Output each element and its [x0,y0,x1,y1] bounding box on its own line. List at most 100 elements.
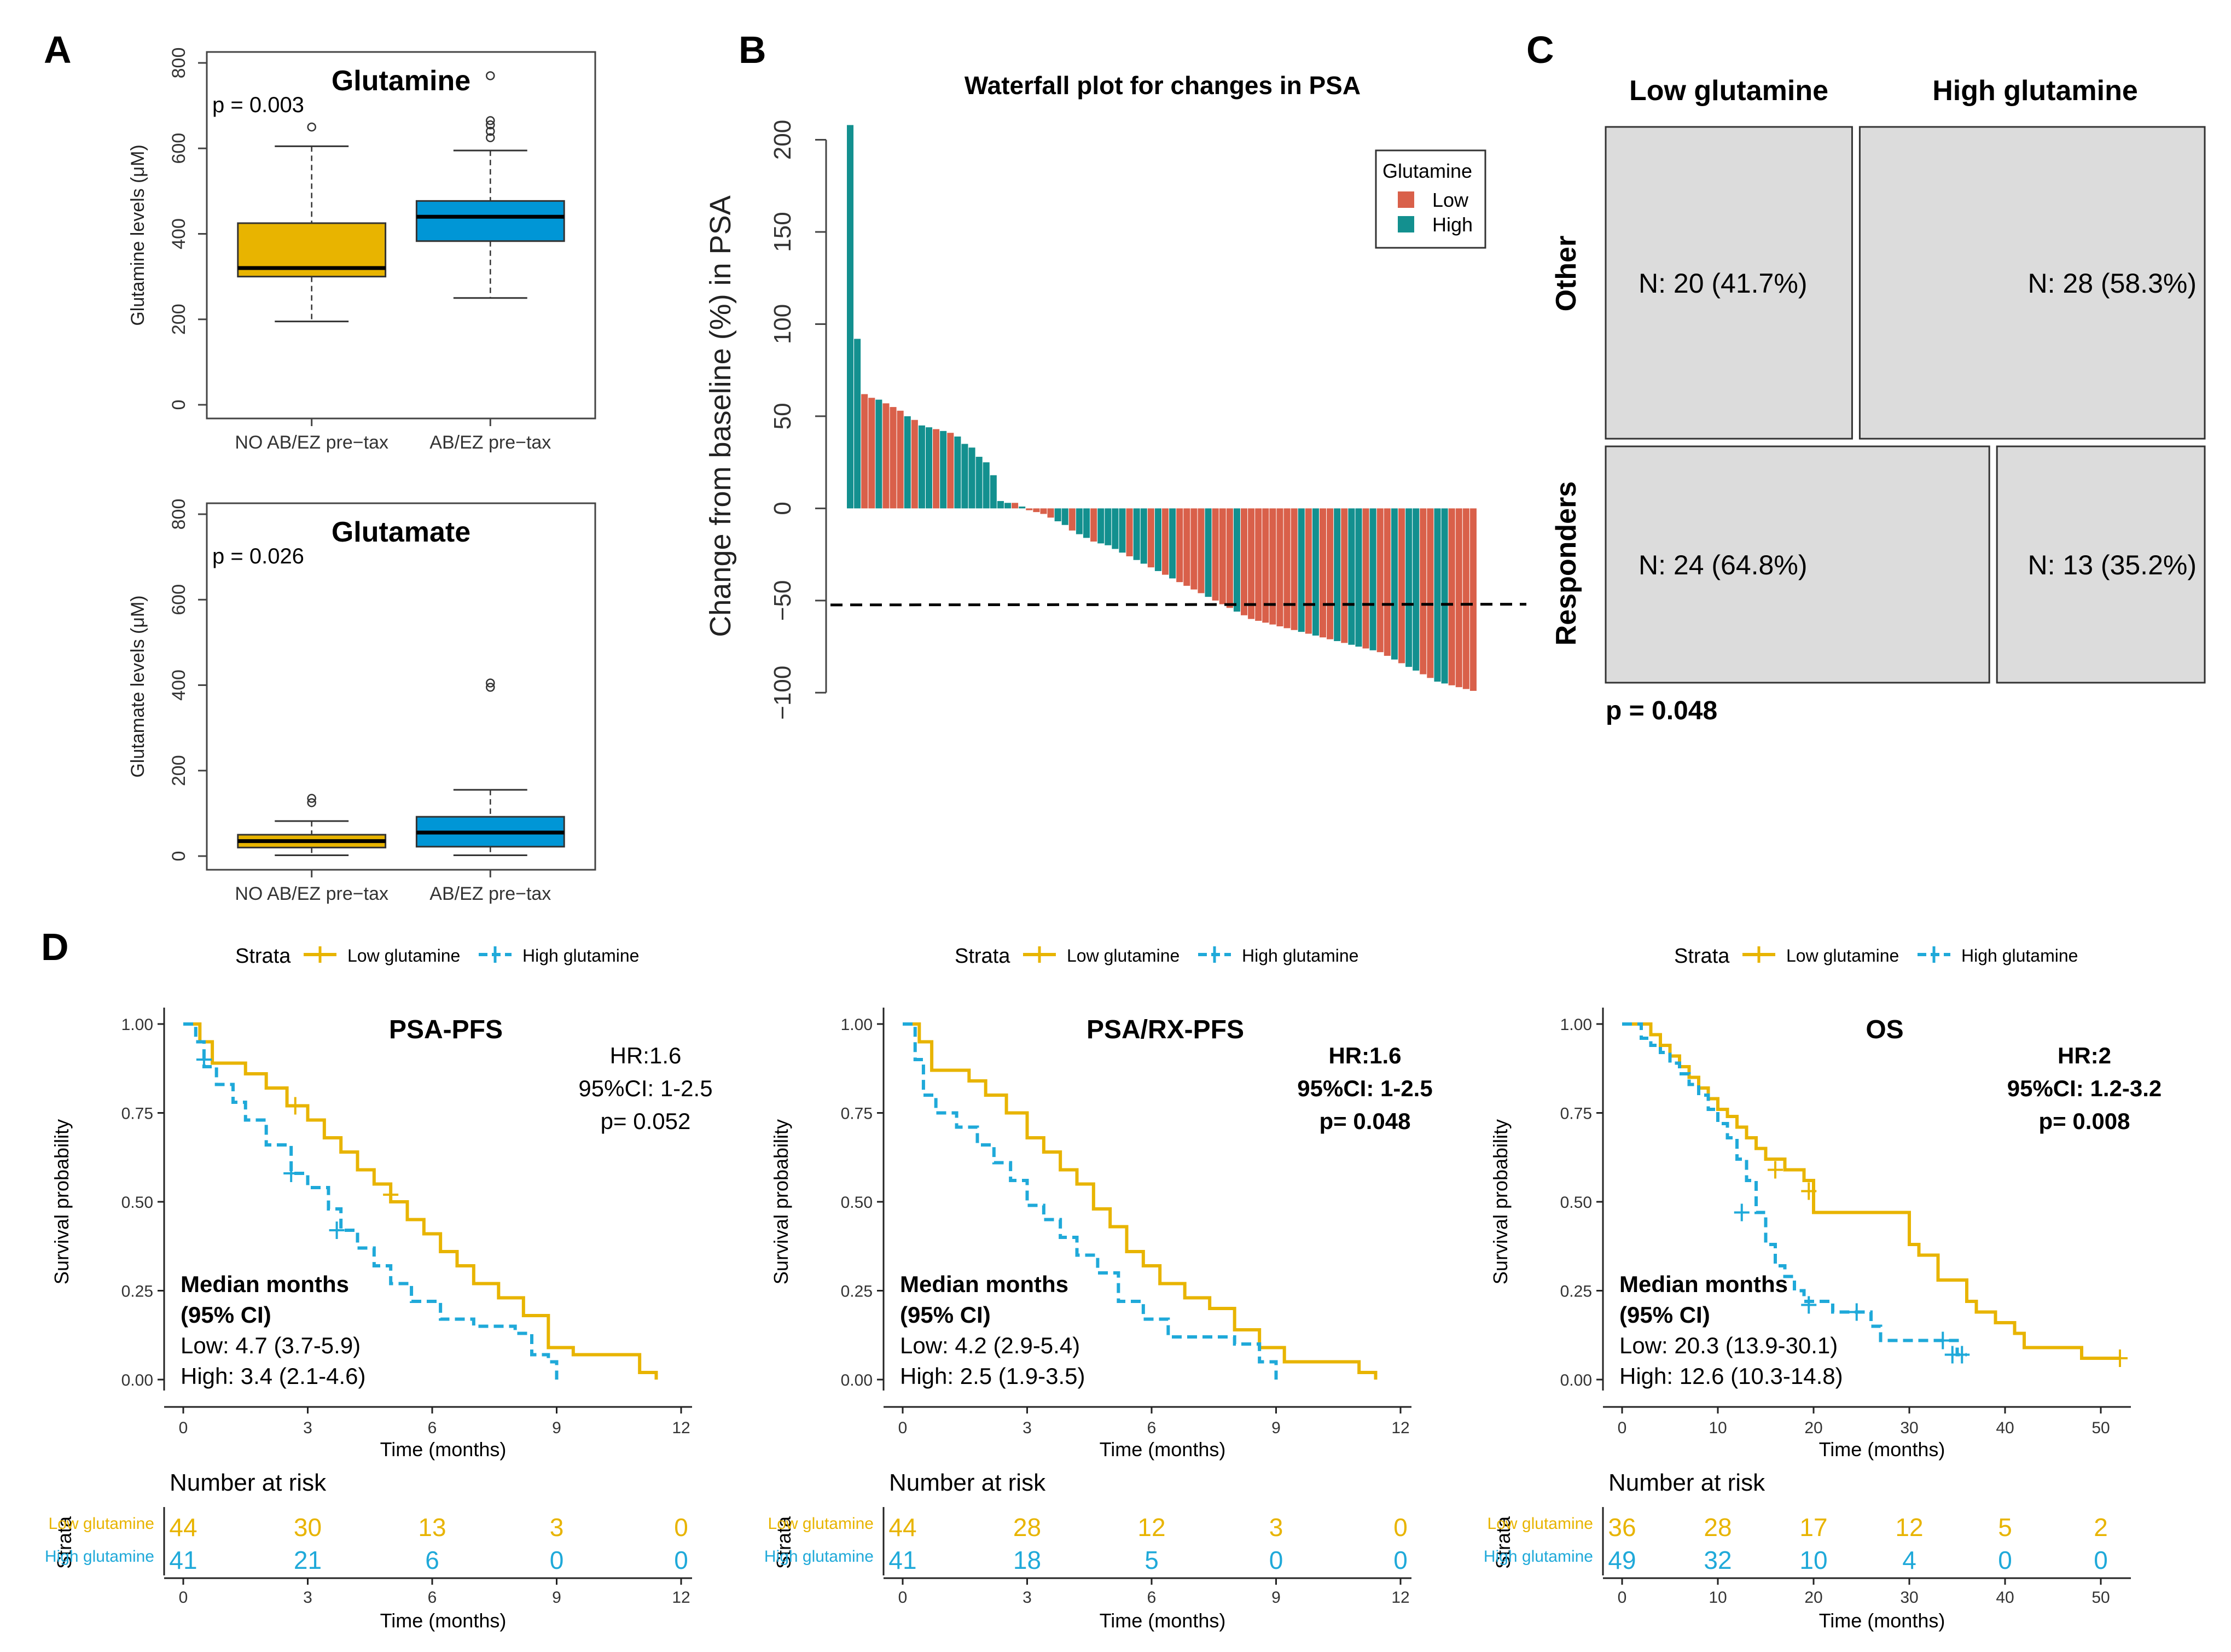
waterfall-bar [1054,508,1061,521]
risk-count-low: 28 [1704,1513,1732,1542]
waterfall-bar [1398,508,1405,664]
waterfall-bar [868,398,875,509]
y-tick-label: 0.75 [121,1105,153,1123]
y-tick-label: 200 [169,304,189,335]
waterfall-plot: Waterfall plot for changes in PSA −100 −50… [704,71,1527,720]
boxplot-glutamine: 0 200 400 600 800 Glutamine levels (μM) Glutam… [127,48,596,453]
outlier-point [486,120,495,130]
risk-count-high: 0 [1269,1546,1283,1574]
legend-label-high: High glutamine [1242,946,1358,965]
risk-x-axis-label: Time (months) [1100,1609,1226,1632]
y-tick-label: 0.50 [841,1194,873,1212]
y-tick-label: 600 [169,584,189,615]
waterfall-bar [1133,508,1140,560]
risk-x-tick-label: 50 [2091,1589,2110,1607]
x-tick-label: 50 [2091,1419,2110,1437]
waterfall-bar [904,416,911,509]
waterfall-bar [1420,508,1427,674]
risk-count-low: 3 [1269,1513,1283,1542]
waterfall-bar [1198,508,1205,594]
waterfall-bar [1362,508,1369,649]
waterfall-bar [918,425,925,509]
waterfall-bar [968,447,975,509]
boxplot-glutamate: 0 200 400 600 800 Glutamate levels (μM) Glutam… [127,499,596,904]
km-plot-psa-rx-pfs: Strata Low glutamine High glutamine0.000.2… [764,945,1433,1632]
outlier-point [486,126,495,136]
legend-title: Strata [235,945,291,968]
median-low: Low: 20.3 (13.9-30.1) [1619,1333,1838,1358]
waterfall-bar [1162,508,1169,575]
y-axis-label: Survival probability [1489,1119,1512,1284]
y-tick-label: 400 [169,670,189,701]
y-tick-label: 100 [769,304,796,344]
waterfall-bar [947,433,954,509]
waterfall-bar [897,410,904,509]
legend-swatch-low [1398,191,1414,208]
chart-title: PSA/RX-PFS [1087,1015,1244,1044]
risk-x-tick-label: 40 [1996,1589,2014,1607]
waterfall-bar [961,444,968,509]
x-tick-label: 12 [1391,1419,1409,1437]
x-tick-label: 9 [552,1419,561,1437]
plot-frame [206,502,596,871]
risk-x-tick-label: 10 [1709,1589,1727,1607]
km-curve-high [903,1022,1278,1380]
risk-strata-high: High glutamine [764,1548,874,1566]
risk-x-tick-label: 3 [303,1589,312,1607]
y-tick-label: 50 [769,403,796,429]
y-tick-label: 0 [169,400,189,410]
y-tick-label: 600 [169,133,189,164]
hazard-ratio: HR:2 [2058,1043,2111,1068]
waterfall-bar [1334,508,1341,641]
risk-count-low: 3 [550,1513,564,1542]
waterfall-bar [1004,503,1012,509]
chart-title: OS [1866,1015,1903,1044]
waterfall-bar [1376,508,1384,653]
waterfall-bar [861,394,868,509]
x-tick-label: 0 [898,1419,908,1437]
km-curve-high [183,1022,559,1380]
risk-x-tick-label: 0 [898,1589,908,1607]
waterfall-bar [911,420,918,509]
mosaic-cell-label: N: 24 (64.8%) [1639,550,1807,580]
x-tick-label: 3 [1022,1419,1032,1437]
x-tick-label: 20 [1804,1419,1822,1437]
risk-x-tick-label: 6 [428,1589,437,1607]
outlier-point [486,133,495,142]
risk-count-high: 32 [1704,1546,1732,1574]
waterfall-bar [1469,508,1477,691]
waterfall-bar [1040,508,1047,514]
chart-title: PSA-PFS [389,1015,503,1044]
waterfall-bar [1262,508,1269,623]
mosaic-cell-label: N: 28 (58.3%) [2028,268,2197,299]
legend-label-high: High glutamine [1961,946,2078,965]
outlier-point [307,122,316,132]
waterfall-bar [854,339,861,509]
legend-label-low: Low glutamine [1786,946,1899,965]
y-tick-label: −50 [769,580,796,621]
chart-title: Glutamine [332,65,470,97]
risk-strata-high: High glutamine [45,1548,154,1566]
y-tick-label: 0 [769,502,796,515]
panel-label-c: C [1526,28,1554,71]
risk-table-title: Number at risk [170,1469,327,1496]
y-axis-label: Glutamine levels (μM) [127,144,148,325]
waterfall-bar [1097,508,1105,544]
risk-count-high: 0 [550,1546,564,1574]
risk-count-high: 21 [294,1546,322,1574]
waterfall-bar [1283,508,1291,629]
risk-count-low: 44 [169,1513,197,1542]
row-header-other: Other [1550,236,1582,312]
y-tick-label: 0.50 [1560,1194,1592,1212]
y-tick-label: 0.00 [1560,1371,1592,1389]
y-tick-label: 0.00 [121,1371,153,1389]
mosaic-cell [1605,445,1990,684]
waterfall-bar [1269,508,1276,625]
mosaic-cell [1858,126,2206,440]
waterfall-bar [975,457,983,509]
waterfall-bar [1305,508,1312,634]
waterfall-bar [1327,508,1334,639]
x-tick-label: 40 [1996,1419,2014,1437]
waterfall-bar [1033,508,1040,513]
